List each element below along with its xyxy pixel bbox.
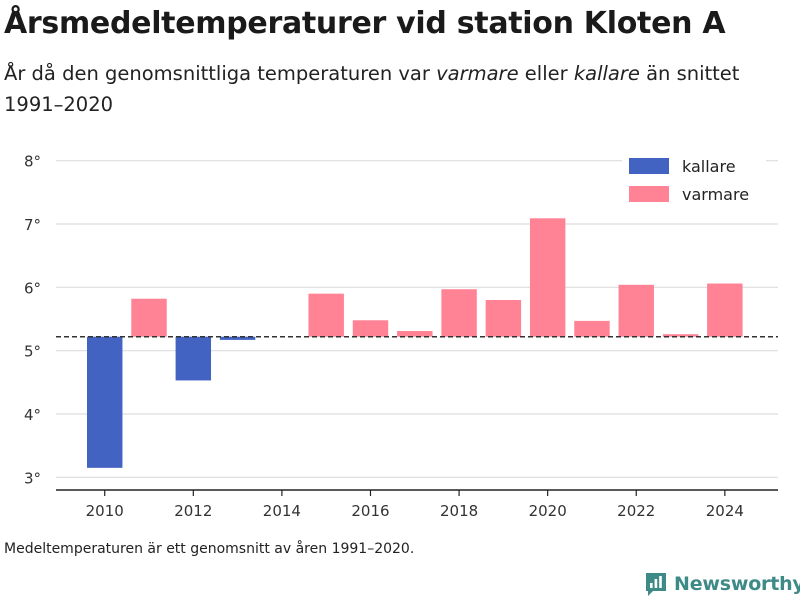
- bar-2019: [486, 300, 521, 337]
- y-tick-label: 4°: [24, 406, 41, 424]
- y-tick-label: 6°: [24, 279, 41, 297]
- newsworthy-brand-text: Newsworthy: [674, 573, 800, 595]
- subtitle-colder-word: kallare: [574, 62, 640, 85]
- x-tick-label: 2014: [263, 502, 301, 520]
- x-tick-label: 2020: [529, 502, 567, 520]
- y-tick-label: 7°: [24, 216, 41, 234]
- bar-2017: [397, 331, 432, 337]
- x-tick-label: 2010: [86, 502, 124, 520]
- chart-subtitle: År då den genomsnittliga temperaturen va…: [4, 58, 784, 120]
- bar-2015: [308, 294, 343, 337]
- x-tick-label: 2012: [174, 502, 212, 520]
- x-tick-label: 2018: [440, 502, 478, 520]
- y-tick-label: 5°: [24, 343, 41, 361]
- legend-label-kallare: kallare: [682, 157, 736, 176]
- newsworthy-logo-icon: [644, 571, 668, 597]
- legend-swatch-varmare: [629, 186, 669, 202]
- newsworthy-logo: Newsworthy: [644, 570, 800, 598]
- bar-chart: 3° 4° 5° 6° 7° 8° 2010 2012 2014 2016 2018 2020 2022…: [0, 130, 800, 530]
- y-tick-label: 3°: [24, 469, 41, 487]
- bar-2016: [353, 320, 388, 336]
- chart-title: Årsmedeltemperaturer vid station Kloten …: [4, 6, 725, 41]
- bar-2021: [574, 321, 609, 337]
- bar-2012: [176, 337, 211, 381]
- bar-2010: [87, 337, 122, 468]
- subtitle-text-2: eller: [519, 62, 574, 85]
- bar-2020: [530, 218, 565, 336]
- bar-2018: [441, 289, 476, 337]
- x-tick-label: 2024: [706, 502, 744, 520]
- x-tick-label: 2022: [617, 502, 655, 520]
- bar-2024: [707, 284, 742, 337]
- y-tick-label: 8°: [24, 153, 41, 171]
- subtitle-text-1: År då den genomsnittliga temperaturen va…: [4, 62, 436, 85]
- x-tick-label: 2016: [351, 502, 389, 520]
- subtitle-warmer-word: varmare: [436, 62, 518, 85]
- bar-2011: [131, 299, 166, 337]
- bar-2022: [619, 285, 654, 337]
- legend-label-varmare: varmare: [682, 185, 749, 204]
- legend-swatch-kallare: [629, 158, 669, 174]
- footnote: Medeltemperaturen är ett genomsnitt av å…: [4, 541, 414, 557]
